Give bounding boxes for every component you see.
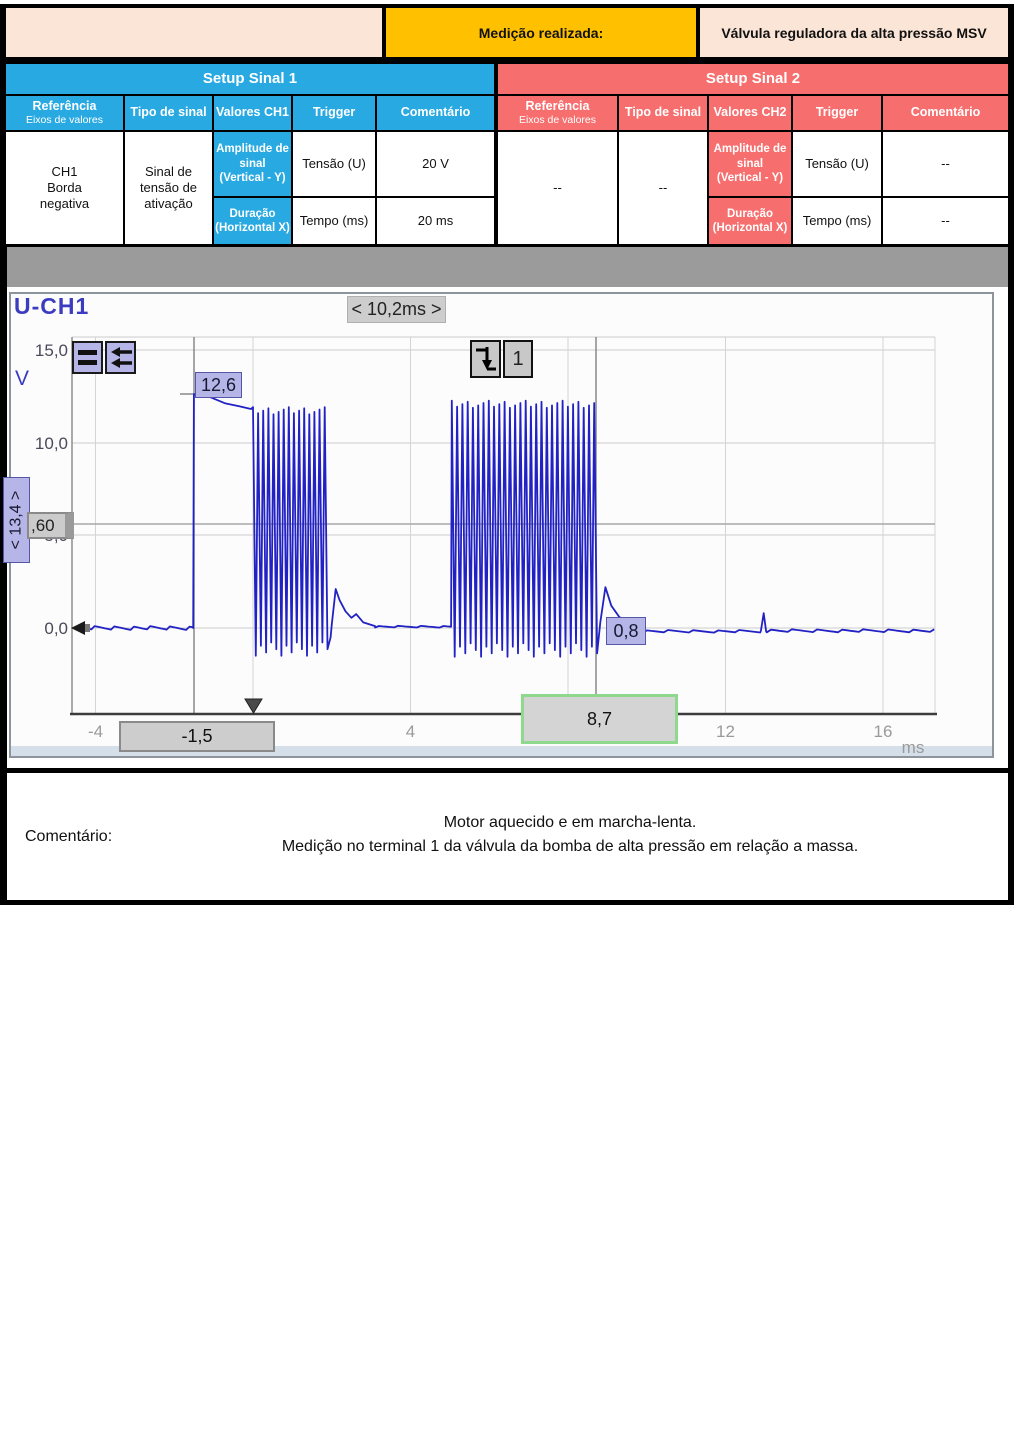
time-cursor-2-handle[interactable]: 8,7 — [521, 694, 678, 744]
x-axis-unit-label: ms — [902, 738, 925, 757]
setup2-comentario-value: -- — [619, 132, 707, 244]
marker-low-value[interactable]: 0,8 — [606, 617, 646, 645]
setup1-col-comentario: Comentário — [377, 96, 494, 130]
x-tick-12: 12 — [716, 722, 735, 741]
setup2-title: Setup Sinal 2 — [498, 64, 1008, 94]
setup1-dur-valor: 20 ms — [377, 198, 494, 244]
grid-lines-button[interactable] — [72, 341, 103, 374]
setup1-amp-valor: 20 V — [377, 132, 494, 196]
x-tick-16: 16 — [874, 722, 893, 741]
setup2-col-ref-sub: Eixos de valores — [518, 114, 597, 127]
comment-line-1: Motor aquecido e em marcha-lenta. — [443, 814, 697, 831]
setup-signal-1-table: Setup Sinal 1 Referência Eixos de valore… — [6, 64, 494, 244]
y-axis-unit-label: V — [15, 367, 30, 390]
measurement-performed-label: Medição realizada: — [386, 8, 696, 57]
setup2-amp-label: Amplitude de sinal — [713, 143, 787, 170]
channel-level-arrow-tail — [84, 624, 90, 632]
oscilloscope-area: U-CH1 < 10,2ms > — [0, 287, 1014, 768]
marker-high-value[interactable]: 12,6 — [195, 372, 242, 398]
setup2-col-trigger: Trigger — [793, 96, 881, 130]
y-tick-15: 15,0 — [35, 341, 68, 360]
setup2-dur-valor: -- — [883, 198, 1008, 244]
setup1-col-valores: Valores CH1 — [214, 96, 291, 130]
setup1-dur-sub: (Horizontal X) — [215, 222, 290, 234]
setup1-amp-label: Amplitude de sinal — [216, 143, 289, 170]
comment-text: Motor aquecido e em marcha-lenta. Mediçã… — [147, 811, 993, 859]
trigger-edge-button[interactable] — [470, 340, 501, 378]
channel-label: U-CH1 — [14, 293, 90, 319]
setup2-trigger-value: -- — [498, 132, 617, 244]
voltage-delta-readout[interactable]: < 13,4 > — [3, 477, 30, 563]
y-tick-10: 10,0 — [35, 434, 68, 453]
setup2-col-referencia: Referência Eixos de valores — [498, 96, 617, 130]
x-tick-m4: -4 — [88, 722, 103, 741]
setup1-col-tipo: Tipo de sinal — [125, 96, 212, 130]
measurement-performed-value: Válvula reguladora da alta pressão MSV — [700, 8, 1008, 57]
setup1-title: Setup Sinal 1 — [6, 64, 494, 94]
setup2-col-comentario: Comentário — [883, 96, 1008, 130]
setup2-amp-tipo: Tensão (U) — [793, 132, 881, 196]
y-tick-labels: 15,0 10,0 5,0 0,0 — [35, 341, 68, 638]
time-cursor-1-handle[interactable]: -1,5 — [119, 721, 275, 752]
setup2-amp-valor: -- — [883, 132, 1008, 196]
lines-icon — [78, 360, 97, 365]
trigger-position-marker[interactable] — [244, 698, 263, 714]
scope-bottom-strip — [11, 746, 992, 756]
setup1-dur-label: Duração — [229, 207, 276, 220]
setup2-amp-sub: (Vertical - Y) — [716, 172, 784, 185]
falling-edge-icon — [475, 347, 496, 371]
setup1-trigger-value: CH1 Borda negativa — [6, 132, 123, 244]
trigger-channel-badge[interactable]: 1 — [503, 340, 533, 378]
setup-tables: Setup Sinal 1 Referência Eixos de valore… — [0, 61, 1014, 247]
comment-section: Comentário: Motor aquecido e em marcha-l… — [0, 768, 1014, 905]
lines-icon — [78, 350, 97, 355]
setup1-col-ref-main: Referência — [32, 98, 97, 113]
double-left-arrows-icon — [110, 346, 132, 368]
setup1-comentario-value: Sinal de tensão de ativação — [125, 132, 212, 244]
setup1-row-amplitude: Amplitude de sinal (Vertical - Y) — [214, 132, 291, 196]
grid-vertical — [95, 337, 936, 714]
setup2-row-duracao: Duração (Horizontal X) — [709, 198, 791, 244]
scope-window-titlebar — [0, 247, 1014, 287]
setup-signal-2-table: Setup Sinal 2 Referência Eixos de valore… — [498, 64, 1008, 244]
setup1-col-trigger: Trigger — [293, 96, 375, 130]
setup2-dur-label: Duração — [726, 207, 774, 220]
comment-line-2: Medição no terminal 1 da válvula da bomb… — [281, 838, 859, 855]
setup1-col-ref-sub: Eixos de valores — [25, 114, 104, 127]
setup1-dur-tipo: Tempo (ms) — [293, 198, 375, 244]
setup2-dur-sub: (Horizontal X) — [712, 222, 788, 234]
setup2-col-tipo: Tipo de sinal — [619, 96, 707, 130]
x-tick-4: 4 — [406, 722, 415, 741]
setup2-row-amplitude: Amplitude de sinal (Vertical - Y) — [709, 132, 791, 196]
setup1-col-referencia: Referência Eixos de valores — [6, 96, 123, 130]
y-tick-0: 0,0 — [44, 619, 68, 638]
voltage-cursor-handle[interactable]: ,60 — [27, 512, 74, 539]
setup2-col-ref-main: Referência — [525, 98, 590, 113]
waveform-plot: 15,0 10,0 5,0 0,0 -4 0 4 8 12 16 ms — [35, 336, 937, 757]
header-blank-cell — [6, 8, 382, 57]
setup1-amp-sub: (Vertical - Y) — [219, 172, 286, 185]
setup1-amp-tipo: Tensão (U) — [293, 132, 375, 196]
setup2-dur-tipo: Tempo (ms) — [793, 198, 881, 244]
voltage-delta-text: < 13,4 > — [7, 490, 25, 550]
setup2-col-valores: Valores CH2 — [709, 96, 791, 130]
setup1-row-duracao: Duração (Horizontal X) — [214, 198, 291, 244]
scroll-left-button[interactable] — [105, 341, 136, 374]
channel1-trace — [74, 393, 935, 658]
comment-label: Comentário: — [25, 828, 113, 845]
channel-level-arrow-icon[interactable] — [71, 621, 85, 635]
time-delta-readout: < 10,2ms > — [347, 296, 446, 323]
report-header: Medição realizada: Válvula reguladora da… — [0, 4, 1014, 61]
